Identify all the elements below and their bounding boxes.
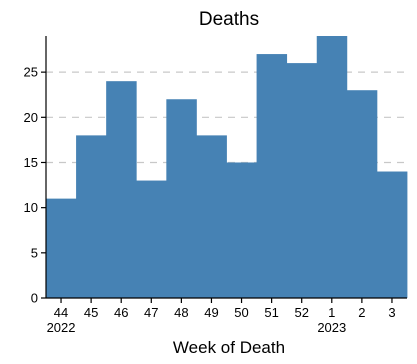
x-tick-label-1: 1 xyxy=(328,305,335,320)
bar-week-2 xyxy=(346,90,378,298)
y-tick-label-25: 25 xyxy=(24,65,38,80)
y-tick-label-20: 20 xyxy=(24,110,38,125)
y-tick-label-15: 15 xyxy=(24,155,38,170)
x-tick-label-51: 51 xyxy=(264,305,278,320)
x-tick-label-2: 2 xyxy=(358,305,365,320)
year-label-2022: 2022 xyxy=(47,320,76,335)
y-tick-label-5: 5 xyxy=(31,245,38,260)
bar-week-50 xyxy=(226,162,257,298)
bar-week-44 xyxy=(46,198,77,298)
bar-week-49 xyxy=(196,135,227,298)
bar-week-46 xyxy=(106,81,137,298)
x-tick-label-50: 50 xyxy=(234,305,248,320)
x-tick-label-52: 52 xyxy=(294,305,308,320)
x-tick-label-48: 48 xyxy=(174,305,188,320)
y-tick-label-0: 0 xyxy=(31,291,38,306)
x-tick-label-49: 49 xyxy=(204,305,218,320)
bar-week-48 xyxy=(166,99,197,298)
y-tick-label-10: 10 xyxy=(24,200,38,215)
x-tick-label-44: 44 xyxy=(54,305,68,320)
chart-title: Deaths xyxy=(199,9,259,30)
bar-week-3 xyxy=(376,171,408,298)
bar-week-1 xyxy=(316,36,348,298)
x-tick-label-3: 3 xyxy=(388,305,395,320)
y-axis-ticks: 0 5 10 15 20 25 xyxy=(24,65,46,306)
x-axis-title: Week of Death xyxy=(173,338,285,357)
bar-week-47 xyxy=(136,180,167,298)
x-tick-label-45: 45 xyxy=(84,305,98,320)
x-tick-label-46: 46 xyxy=(114,305,128,320)
x-tick-label-47: 47 xyxy=(144,305,158,320)
bars xyxy=(46,36,408,298)
bar-week-52 xyxy=(286,63,318,298)
year-label-2023: 2023 xyxy=(317,320,346,335)
bar-week-51 xyxy=(256,54,288,298)
bar-week-45 xyxy=(76,135,107,298)
x-axis-ticks: 44 45 46 47 48 49 50 51 52 1 2 3 2022 2023 xyxy=(47,298,396,335)
